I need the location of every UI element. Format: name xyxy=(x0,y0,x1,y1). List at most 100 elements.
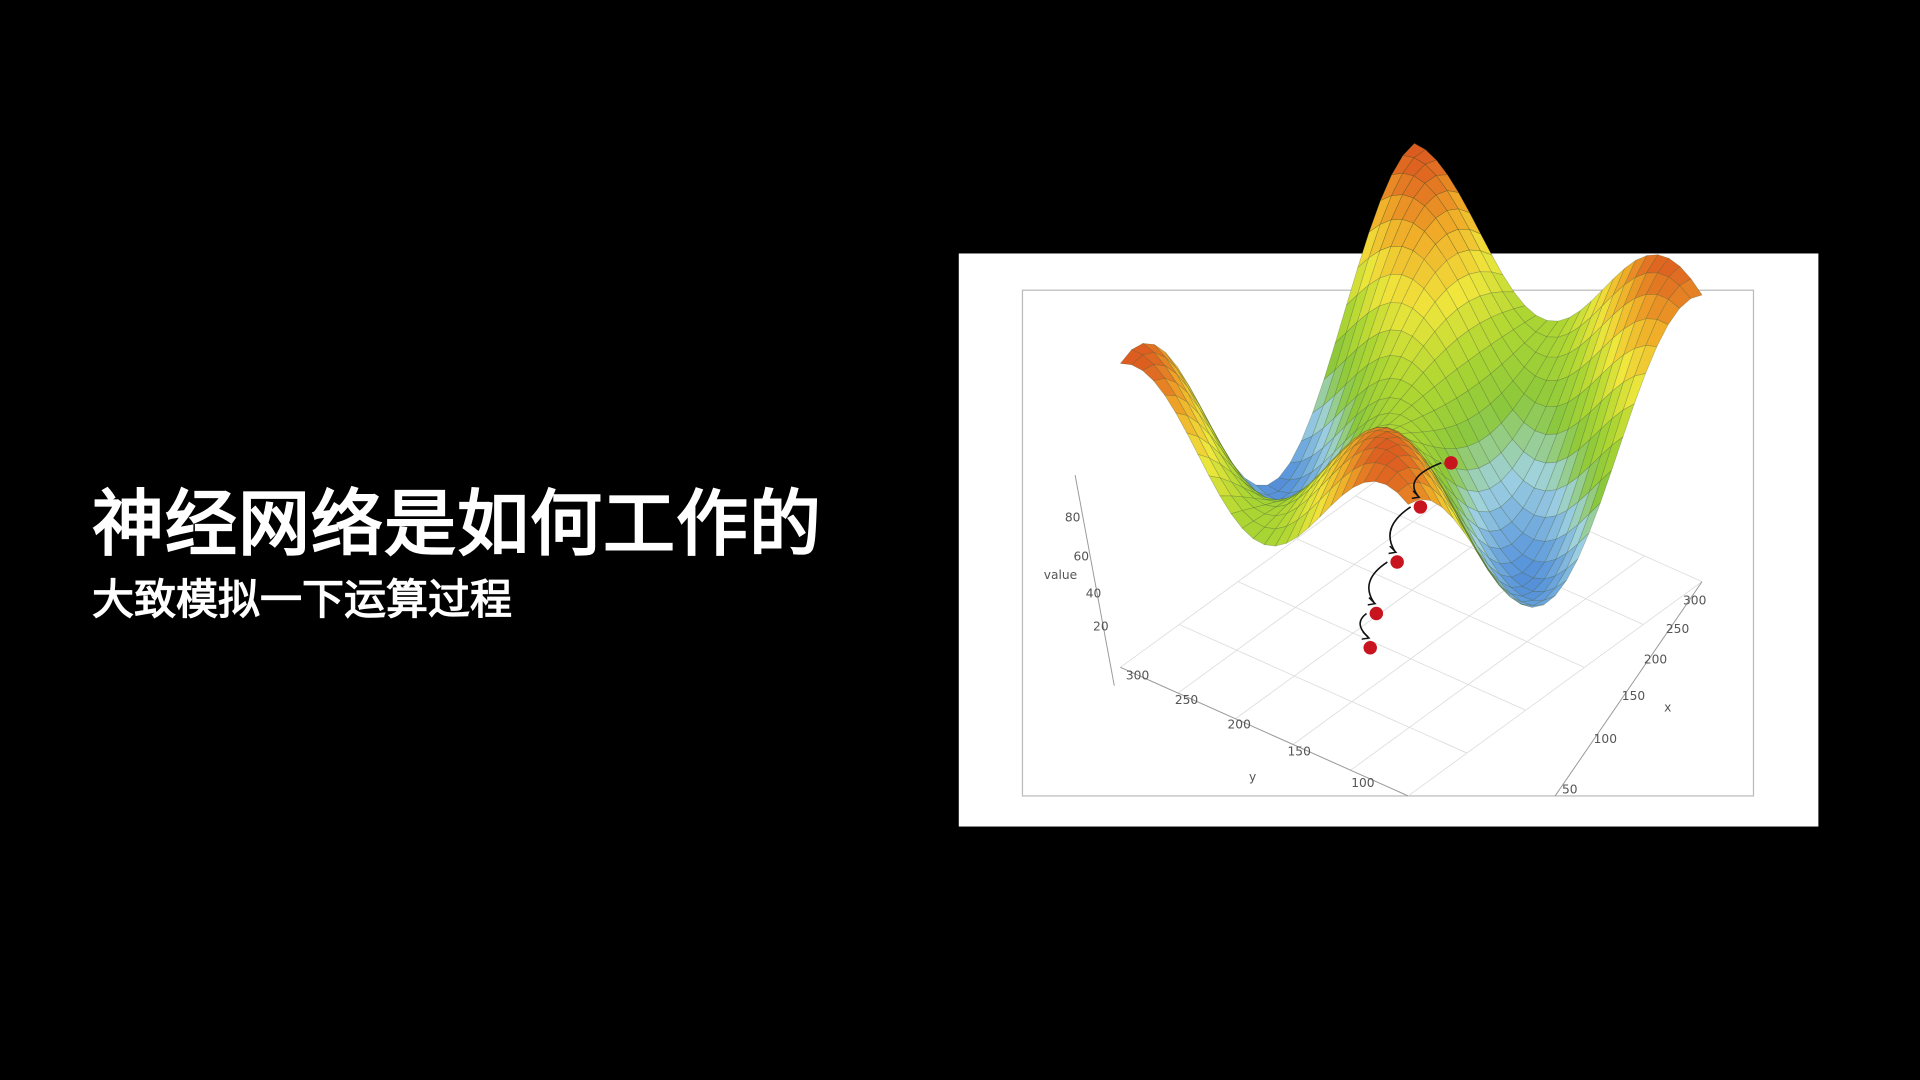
surface-patch xyxy=(1164,365,1188,393)
arrow-head xyxy=(1361,631,1371,640)
surface-patch xyxy=(1498,584,1522,605)
descent-point xyxy=(1369,606,1384,621)
surface-patch xyxy=(1509,596,1533,608)
surface-patch xyxy=(1379,245,1403,279)
surface-patch xyxy=(1477,546,1501,575)
surface-patch xyxy=(1523,351,1548,377)
surface-patch xyxy=(1175,412,1199,438)
y-tick-label: 100 xyxy=(1351,776,1374,790)
y-tick-label: 200 xyxy=(1228,717,1251,731)
surface-patch xyxy=(1300,447,1324,479)
surface-patch xyxy=(1611,403,1635,447)
y-tick-label: 150 xyxy=(1288,744,1311,758)
floor-line xyxy=(1179,624,1468,754)
x-axis-label: x xyxy=(1664,700,1671,714)
surface-patch xyxy=(1219,495,1243,515)
x-tick-label: 150 xyxy=(1622,689,1645,703)
surface-patch xyxy=(1198,404,1222,446)
surface-patch xyxy=(1379,172,1404,202)
x-tick-label: 50 xyxy=(1562,782,1578,796)
surface-patch xyxy=(1590,294,1614,337)
surface-patch xyxy=(1567,358,1592,403)
surface-patch xyxy=(1242,481,1266,498)
surface-patch xyxy=(1532,595,1556,606)
surface-patch xyxy=(1244,477,1268,496)
z-axis-label: value xyxy=(1044,568,1077,582)
surface-patch xyxy=(1577,502,1601,545)
floor-line xyxy=(1177,478,1473,694)
surface-patch xyxy=(1363,462,1387,483)
x-tick-label: 250 xyxy=(1666,622,1689,636)
descent-path xyxy=(1359,456,1458,655)
z-tick-label: 40 xyxy=(1086,586,1102,600)
surface-patch xyxy=(1241,520,1266,540)
floor-line xyxy=(1350,555,1645,771)
surface-patch xyxy=(1430,487,1454,519)
surface-patch xyxy=(1209,434,1233,467)
y-tick-label: 250 xyxy=(1175,693,1198,707)
surface-patch xyxy=(1396,483,1420,505)
axis-labels: 80 60 40 20 value 300 250 200 150 100 y 300 250 200 15… xyxy=(1044,510,1707,796)
floor-line xyxy=(1237,581,1526,711)
slide-subtitle: 大致模拟一下运算过程 xyxy=(92,575,513,624)
surface-patch xyxy=(1352,462,1376,489)
surface-patch xyxy=(1578,400,1602,451)
z-tick-label: 20 xyxy=(1093,619,1109,633)
step-arrow xyxy=(1413,462,1442,497)
arrow-head xyxy=(1411,490,1421,500)
surface-patch xyxy=(1165,352,1189,385)
surface-patch xyxy=(1176,373,1200,408)
surface-patch xyxy=(1431,472,1455,510)
surface-patch xyxy=(1500,438,1524,470)
surface-patch xyxy=(1466,525,1489,559)
surface-patch xyxy=(1599,436,1624,482)
surface-patch xyxy=(1468,295,1492,324)
surface-patch xyxy=(1424,159,1449,176)
arrow-head xyxy=(1388,545,1398,555)
surface-patch xyxy=(1656,276,1681,300)
surface-patch xyxy=(1231,481,1255,499)
y-tick-label: 300 xyxy=(1126,668,1149,682)
surface-patch xyxy=(1164,394,1188,416)
surface-patch xyxy=(1479,250,1504,276)
z-axis xyxy=(1074,475,1115,686)
surface-patch xyxy=(1186,432,1210,459)
x-tick-label: 200 xyxy=(1644,653,1667,667)
slide-title: 神经网络是如何工作的 xyxy=(92,482,823,566)
surface-patch xyxy=(1323,359,1347,407)
surface-patch xyxy=(1176,368,1200,406)
surface-patch xyxy=(1467,441,1491,469)
arrow-head xyxy=(1367,597,1377,606)
z-tick-label: 80 xyxy=(1065,510,1081,524)
x-tick-label: 300 xyxy=(1683,594,1706,608)
surface-patch xyxy=(1309,461,1332,490)
floor-line xyxy=(1407,581,1703,797)
surface-patch xyxy=(1444,476,1468,507)
surface-patch xyxy=(1320,450,1343,479)
surface-patch xyxy=(1645,272,1670,295)
surface-patch xyxy=(1375,427,1399,434)
step-arrow xyxy=(1389,506,1412,552)
z-tick-label: 60 xyxy=(1073,550,1089,564)
surface-patch xyxy=(1368,219,1392,259)
step-arrow xyxy=(1368,561,1388,603)
surface-patch xyxy=(1255,484,1280,496)
descent-point xyxy=(1363,641,1377,655)
surface-patch xyxy=(1590,338,1614,386)
surface-patch xyxy=(1433,428,1457,449)
floor-line xyxy=(1120,452,1415,668)
y-axis xyxy=(1120,666,1409,797)
descent-point xyxy=(1444,456,1458,470)
surface-patch xyxy=(1455,468,1479,493)
surface-patch xyxy=(1533,489,1558,518)
surface-patch xyxy=(1334,373,1358,419)
surface xyxy=(1119,142,1703,608)
y-axis-label: y xyxy=(1249,770,1256,784)
x-tick-label: 100 xyxy=(1594,732,1617,746)
surface-patch xyxy=(1579,289,1603,327)
surface-patch xyxy=(1131,343,1155,356)
surface-patch xyxy=(1355,357,1380,398)
floor-line xyxy=(1296,538,1585,668)
